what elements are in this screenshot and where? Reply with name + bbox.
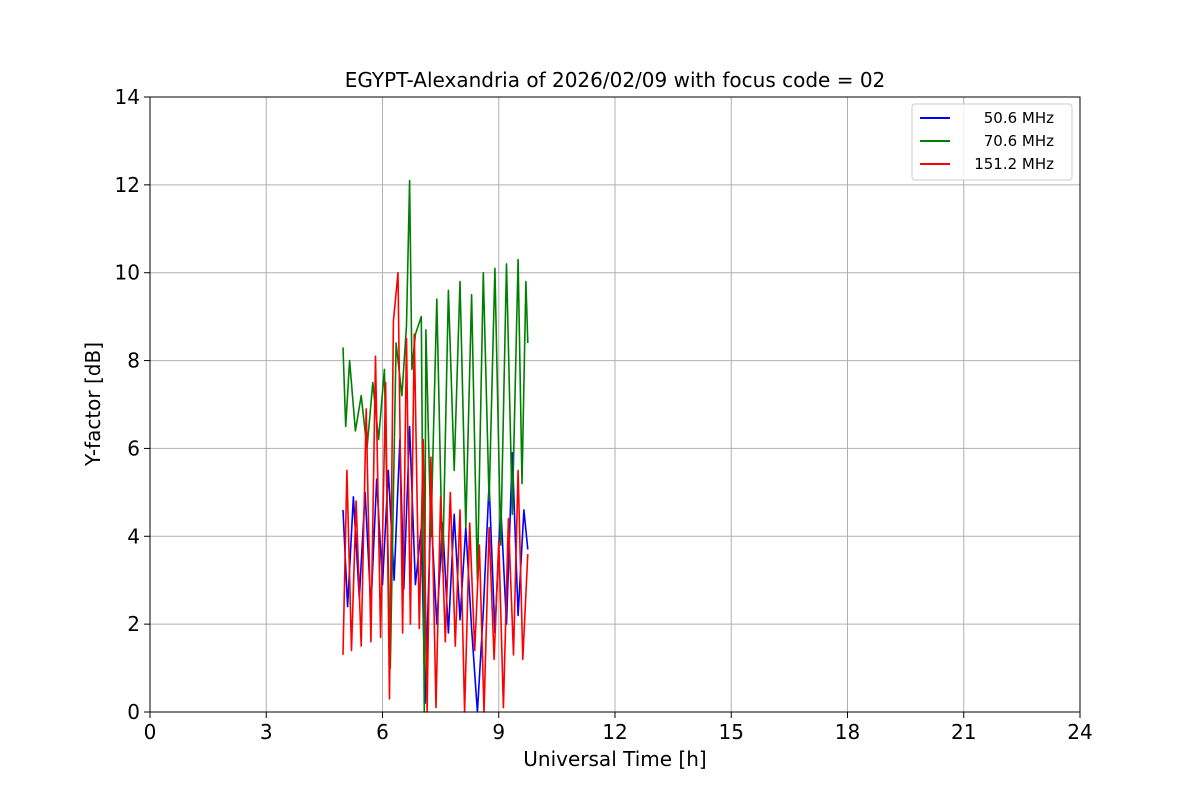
legend-label: 151.2 MHz — [974, 155, 1054, 173]
series-line-70-6-mhz — [342, 179, 529, 713]
legend-label: 50.6 MHz — [984, 109, 1054, 127]
y-tick-label: 12 — [115, 173, 140, 197]
y-tick-label: 10 — [115, 261, 140, 285]
series-line-151-2-mhz — [342, 271, 529, 713]
y-tick-label: 0 — [127, 700, 140, 724]
x-tick-label: 3 — [260, 720, 273, 744]
legend-box — [911, 103, 1073, 181]
y-tick-label: 2 — [127, 612, 140, 636]
x-axis-label: Universal Time [h] — [523, 747, 706, 771]
chart-title: EGYPT-Alexandria of 2026/02/09 with focu… — [345, 68, 886, 92]
series-group — [342, 179, 529, 713]
y-tick-label: 14 — [115, 85, 140, 109]
y-axis-label: Y-factor [dB] — [81, 342, 105, 467]
x-tick-label: 12 — [602, 720, 627, 744]
x-tick-label: 21 — [951, 720, 976, 744]
x-tick-label: 15 — [719, 720, 744, 744]
x-tick-label: 0 — [144, 720, 157, 744]
legend: 50.6 MHz 70.6 MHz 151.2 MHz — [911, 103, 1073, 181]
x-tick-label: 24 — [1067, 720, 1092, 744]
x-tick-label: 18 — [835, 720, 860, 744]
y-tick-label: 6 — [127, 436, 140, 460]
x-tick-label: 9 — [492, 720, 505, 744]
y-tick-label: 4 — [127, 524, 140, 548]
legend-label: 70.6 MHz — [984, 132, 1054, 150]
x-tick-label: 6 — [376, 720, 389, 744]
y-tick-label: 8 — [127, 349, 140, 373]
